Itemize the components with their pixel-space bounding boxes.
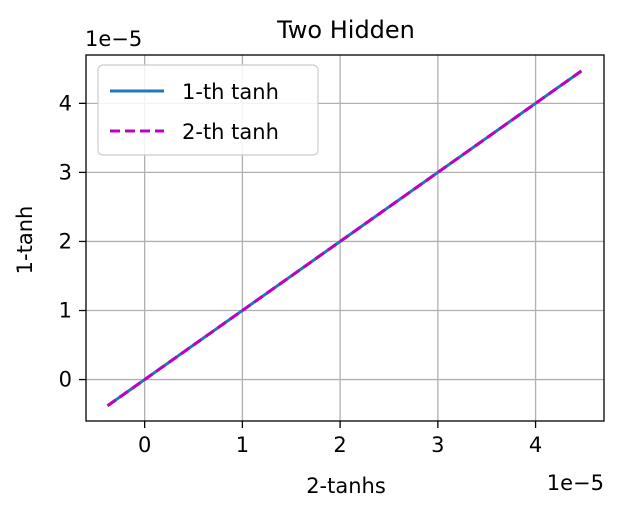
x-offset-text: 1e−5: [547, 471, 604, 495]
x-tick-label: 0: [138, 433, 151, 457]
axes-frame: [85, 54, 605, 422]
legend-box: [97, 64, 319, 156]
y-offset-text: 1e−5: [85, 27, 142, 51]
y-tick-label: 3: [59, 160, 72, 184]
legend-label-2: 2-th tanh: [182, 120, 279, 144]
y-ticks: 0 1 2 3 4: [59, 91, 86, 392]
series-line-2: [106, 69, 583, 408]
x-tick-label: 1: [236, 433, 249, 457]
chart-title: Two Hidden: [276, 16, 415, 44]
legend: 1-th tanh 2-th tanh: [97, 64, 319, 156]
y-axis-label: 1-tanh: [13, 206, 37, 275]
y-tick-label: 2: [59, 229, 72, 253]
y-tick-label: 1: [59, 299, 72, 323]
x-ticks: 0 1 2 3 4: [138, 421, 542, 457]
y-tick-label: 4: [59, 91, 72, 115]
x-axis-label: 2-tanhs: [306, 474, 386, 498]
series-lines: [106, 69, 583, 408]
y-tick-label: 0: [59, 368, 72, 392]
x-tick-label: 3: [431, 433, 444, 457]
x-tick-label: 4: [529, 433, 542, 457]
legend-label-1: 1-th tanh: [182, 80, 279, 104]
grid: [86, 55, 604, 421]
x-tick-label: 2: [333, 433, 346, 457]
